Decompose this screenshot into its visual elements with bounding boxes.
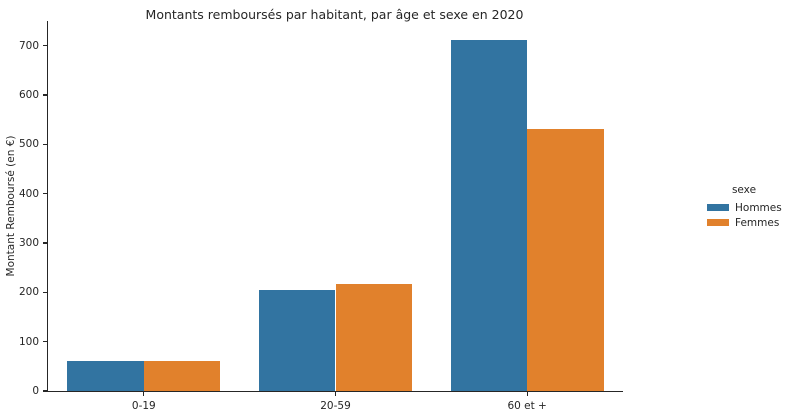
y-tick-mark (43, 390, 47, 392)
femmes-color-swatch (707, 219, 729, 226)
legend-item-hommes: Hommes (700, 200, 788, 215)
bar-hommes-60-et-+ (450, 39, 528, 391)
chart-title: Montants remboursés par habitant, par âg… (145, 7, 524, 22)
bar-hommes-20-59 (258, 289, 336, 391)
plot-area: 0 100 200 300 400 500 600 700 0-19 20-59 60 et + (19, 21, 623, 412)
y-tick-mark (43, 291, 47, 293)
y-tick-mark (43, 193, 47, 195)
y-tick-label: 300 (18, 237, 39, 249)
legend-item-femmes: Femmes (700, 215, 788, 230)
y-tick-mark (43, 45, 47, 47)
hommes-color-swatch (707, 204, 729, 211)
x-tick-label: 20-59 (320, 400, 351, 412)
y-tick-mark (43, 94, 47, 96)
x-tick-mark (143, 392, 145, 396)
y-axis-label: Montant Remboursé (en €) (5, 135, 17, 277)
bar-femmes-20-59 (335, 283, 413, 391)
y-tick-label: 600 (18, 89, 39, 101)
y-tick-mark (43, 143, 47, 145)
legend-title: sexe (731, 184, 757, 196)
y-tick-label: 700 (18, 39, 39, 52)
legend: sexe Hommes Femmes (700, 184, 788, 230)
y-tick-mark (43, 242, 47, 244)
y-tick-label: 100 (18, 335, 39, 348)
bar-femmes-60-et-+ (527, 129, 604, 391)
x-tick-mark (334, 392, 337, 396)
y-tick-label: 400 (18, 187, 39, 200)
bar-hommes-0-19 (67, 360, 144, 391)
y-tick-label: 200 (18, 286, 39, 299)
legend-label: Femmes (735, 216, 780, 229)
y-tick-label: 500 (18, 138, 39, 151)
x-tick-label: 0-19 (131, 400, 156, 412)
legend-label: Hommes (735, 201, 782, 214)
x-tick-mark (526, 392, 528, 396)
x-tick-label: 60 et + (507, 400, 547, 412)
y-tick-mark (43, 341, 47, 343)
bar-femmes-0-19 (143, 360, 221, 391)
legend-items: Hommes Femmes (700, 200, 788, 230)
y-tick-label: 0 (32, 385, 39, 397)
